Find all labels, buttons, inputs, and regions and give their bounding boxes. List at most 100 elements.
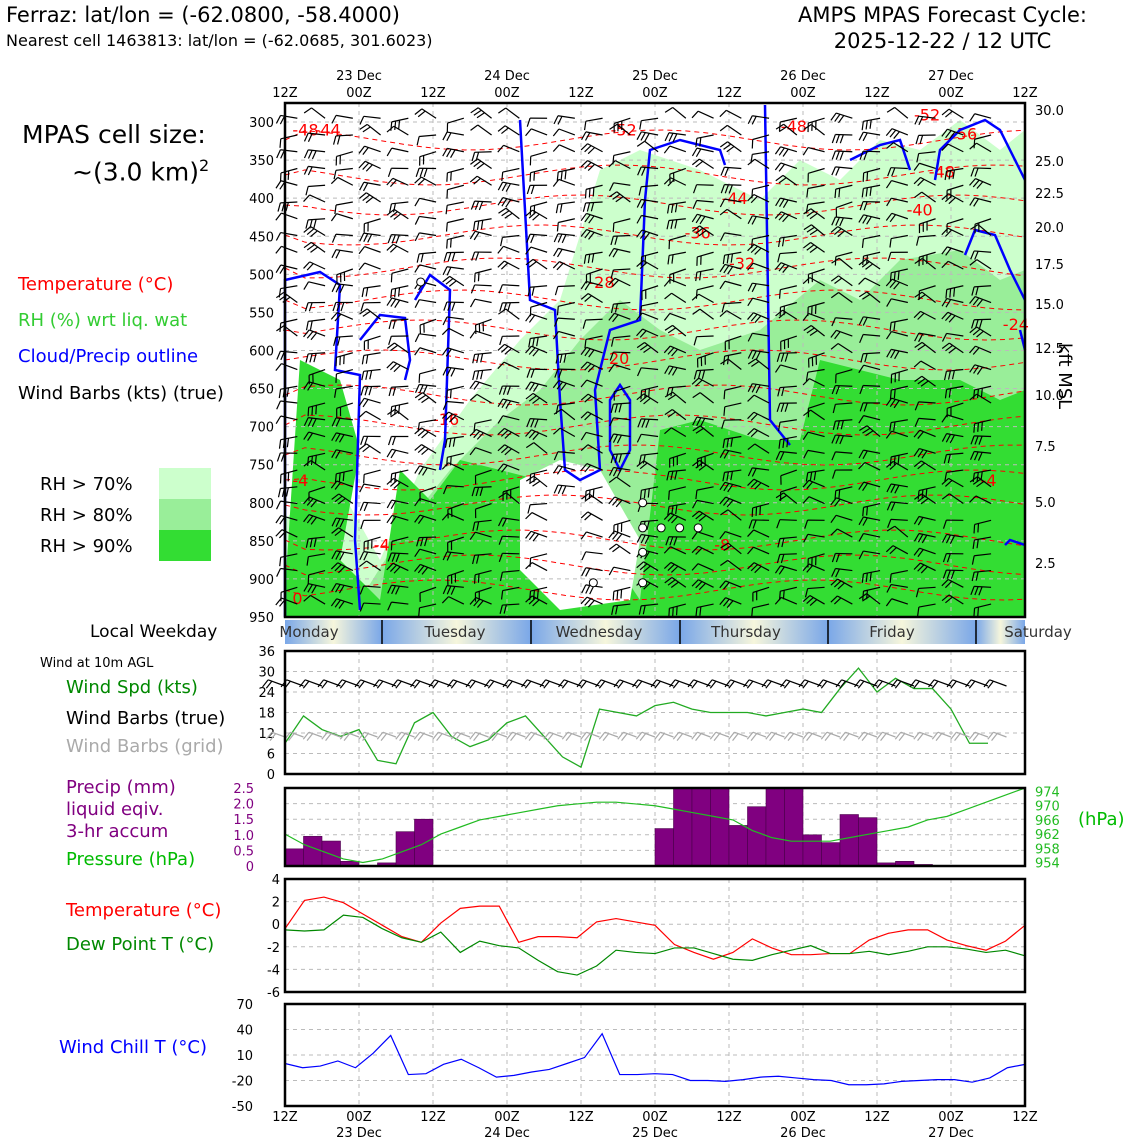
wind-barb <box>365 192 381 203</box>
wind-barb-flag <box>419 168 424 178</box>
wind-barb-flag <box>369 370 373 380</box>
wind-barb-flag <box>889 214 896 223</box>
wind-barb-flag <box>673 536 678 546</box>
wind-barb-grid-flag <box>783 731 791 740</box>
wind-barb-grid-flag <box>528 733 536 742</box>
wind-barb-flag <box>637 166 642 176</box>
temperature-contour-label: -48 <box>781 117 807 136</box>
cell-size-title: MPAS cell size: <box>22 120 206 149</box>
wind-barb <box>614 312 631 320</box>
precip-bar <box>284 848 304 867</box>
bottom-time-tick-label: 00Z <box>790 1110 816 1125</box>
wind-barb-flag <box>639 462 648 470</box>
wind-barb-flag <box>804 588 809 598</box>
wind-barb-flag <box>981 421 983 431</box>
kft-tick-label: 12.5 <box>1035 342 1064 357</box>
pressure-tick-label: 900 <box>249 573 274 588</box>
wind-barb-flag <box>476 370 480 380</box>
wind-barb-flag <box>420 253 424 263</box>
wind-barb <box>613 351 631 354</box>
wind-barb <box>309 194 326 203</box>
wind-barb <box>752 467 770 471</box>
wind-barb <box>641 117 659 122</box>
wind-barb-flag <box>504 347 512 355</box>
wind-barb-flag <box>338 434 345 443</box>
wind-barb <box>366 123 381 136</box>
wind-barb-flag <box>580 379 588 388</box>
cloud-outline <box>518 119 727 482</box>
wind-barb-flag <box>973 389 976 399</box>
calm-wind-marker <box>638 547 648 557</box>
wind-barb-flag <box>303 496 310 505</box>
wind-barb <box>699 392 714 404</box>
wind-barb-flag <box>972 539 975 550</box>
wind-barb-flag <box>418 466 424 475</box>
wind-barb <box>668 218 686 222</box>
wind-barb <box>364 536 381 543</box>
wind-barb <box>391 147 409 153</box>
wind-barb <box>585 551 603 555</box>
wind-barb-flag <box>695 427 704 434</box>
wind-barb-flag <box>331 517 337 527</box>
wind-barb-flag <box>830 292 839 299</box>
wind-barb <box>448 411 465 421</box>
swatch-rh70 <box>159 468 211 499</box>
wind-barb-flag <box>897 455 900 465</box>
wind-barb-flag <box>584 348 591 357</box>
wind-barb-flag <box>917 606 920 617</box>
wind-barb-flag <box>858 291 868 298</box>
wind-barb-flag <box>390 406 393 416</box>
dewpoint-line <box>284 914 1026 976</box>
wind-barb-flag <box>473 177 481 185</box>
wind-barb-flag <box>639 262 648 270</box>
wind-barb-flag <box>925 488 928 498</box>
wind-barb-flag <box>359 308 368 315</box>
wind-barb-flag <box>976 330 984 338</box>
wind-barb-flag <box>777 422 781 432</box>
chill-tick-label: 40 <box>236 1024 253 1039</box>
wind-barb-grid-flag <box>621 733 628 742</box>
wind-barb <box>863 550 881 555</box>
wind-barb-flag <box>587 163 596 172</box>
wind-barb-flag <box>642 454 646 464</box>
wind-barb-flag <box>643 232 651 241</box>
wind-barb-flag <box>362 399 369 408</box>
wind-barb-flag <box>667 514 675 522</box>
wind-barb-flag <box>618 403 622 413</box>
wind-barb-flag <box>640 256 643 266</box>
wind-barb-grid <box>752 731 767 738</box>
wind-barb-grid <box>956 731 970 738</box>
wind-barb <box>698 510 714 521</box>
wind-barb-flag <box>698 229 707 237</box>
wind-barb <box>477 124 492 136</box>
wind-barb-flag <box>359 181 365 191</box>
wind-barb <box>696 603 714 609</box>
wind-barb <box>393 243 409 253</box>
wind-barb <box>837 595 853 605</box>
wind-barb-flag <box>670 219 674 230</box>
wind-barb <box>808 352 825 360</box>
wind-barb-10m-flag <box>299 679 306 688</box>
wind-barb-grid-flag <box>935 733 943 742</box>
wind-barb-flag <box>531 286 535 296</box>
wind-barb-flag <box>335 250 341 259</box>
wind-barb <box>419 419 437 424</box>
wind-barb-grid-flag <box>413 731 421 740</box>
wind-barb <box>614 385 631 393</box>
wind-barb <box>419 368 437 375</box>
wind-barb-flag <box>553 233 559 243</box>
pressure-tick-label: 950 <box>249 611 274 626</box>
precip-bar <box>414 818 434 867</box>
wind-barb <box>780 435 797 441</box>
wind-barb <box>863 167 881 174</box>
top-time-tick-label: 00Z <box>494 86 520 101</box>
wind-barb-flag <box>338 472 341 482</box>
wind-barb-flag <box>386 297 393 306</box>
wind-barb-flag <box>533 590 536 600</box>
wind-barb <box>531 512 548 521</box>
wind-barb <box>752 332 770 337</box>
wind-barb-flag <box>831 434 836 444</box>
wind-barb-flag <box>974 167 979 177</box>
wind-barb-flag <box>497 398 504 408</box>
wind-barb-flag <box>303 431 310 440</box>
